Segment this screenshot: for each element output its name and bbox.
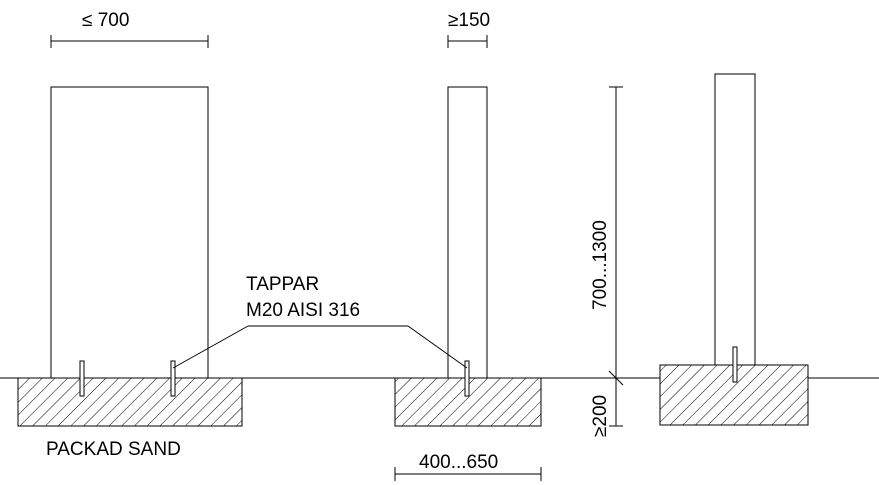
wide-post-footing xyxy=(17,377,243,427)
dowel-title-label: TAPPAR xyxy=(246,274,319,295)
narrow-post xyxy=(447,86,488,379)
pad-width-label: 400...650 xyxy=(419,452,498,473)
width-min-dimension xyxy=(447,35,488,48)
dowel-leader xyxy=(172,325,468,369)
dowel-spec-label: M20 AISI 316 xyxy=(246,300,360,321)
dowel-pin xyxy=(79,360,85,397)
height-dimension xyxy=(608,86,624,427)
pad-width-dimension xyxy=(394,467,542,481)
wide-post xyxy=(50,86,209,379)
right-post xyxy=(714,73,756,366)
base-material-label: PACKAD SAND xyxy=(46,439,181,460)
dowel-pin xyxy=(732,346,738,383)
width-max-label: ≤ 700 xyxy=(82,10,129,31)
depth-min-label: ≥200 xyxy=(590,395,611,437)
height-range-label: 700...1300 xyxy=(590,220,611,310)
dowel-pin xyxy=(464,360,470,397)
dowel-pin xyxy=(170,360,176,397)
width-max-dimension xyxy=(50,35,209,48)
width-min-label: ≥150 xyxy=(448,10,490,31)
